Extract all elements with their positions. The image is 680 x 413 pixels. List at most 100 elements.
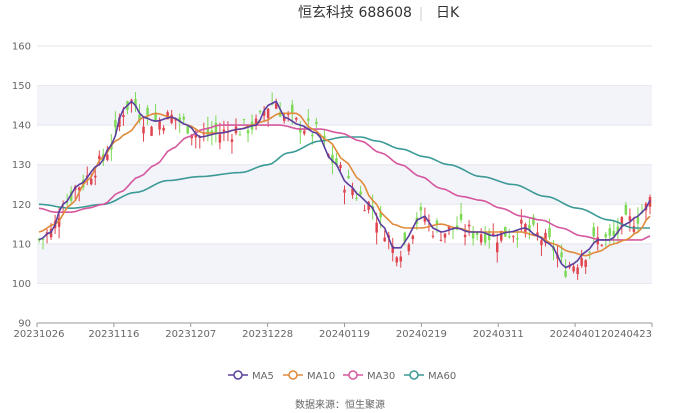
candle-body xyxy=(399,256,403,262)
candle-body xyxy=(576,267,579,275)
candle-body xyxy=(540,240,543,246)
candle-body xyxy=(616,226,620,235)
legend-item-ma30[interactable]: MA30 xyxy=(343,370,395,382)
candle-body xyxy=(636,216,640,224)
candle-body xyxy=(411,235,415,240)
candle-body xyxy=(303,130,306,134)
legend-item-ma10[interactable]: MA10 xyxy=(283,370,335,382)
candle xyxy=(174,118,177,130)
x-tick-label-20231207: 20231207 xyxy=(165,329,216,340)
x-tick-label-20240119: 20240119 xyxy=(319,329,370,340)
candle xyxy=(467,220,471,236)
candle-body xyxy=(114,120,117,128)
candle-body xyxy=(471,232,475,239)
candle-body xyxy=(186,125,189,134)
candle-body xyxy=(483,233,487,243)
candle xyxy=(262,106,266,122)
legend-item-ma60[interactable]: MA60 xyxy=(404,370,456,382)
candle xyxy=(512,235,515,243)
candle-body xyxy=(407,244,411,252)
candle-body xyxy=(194,135,198,138)
legend-marker-ma60 xyxy=(409,370,419,380)
candle xyxy=(584,259,587,274)
candle xyxy=(508,228,511,239)
band-140 xyxy=(37,85,652,126)
candle xyxy=(162,125,165,135)
candle-body xyxy=(138,114,141,121)
candle xyxy=(471,225,475,246)
candle-body xyxy=(560,252,563,258)
candle-body xyxy=(435,220,439,225)
x-tick-label-20240311: 20240311 xyxy=(473,329,524,340)
candle-body xyxy=(282,116,286,121)
candle-body xyxy=(431,235,435,237)
legend-label-ma60: MA60 xyxy=(428,371,456,382)
candle xyxy=(612,220,616,245)
candle-body xyxy=(495,242,499,253)
candle xyxy=(431,230,435,239)
candle-body xyxy=(624,205,628,215)
candle-body xyxy=(41,238,45,240)
candle xyxy=(45,228,49,244)
candle-body xyxy=(69,191,73,201)
candle-body xyxy=(580,258,583,266)
legend-marker-ma10 xyxy=(288,370,298,380)
y-tick-label-100: 100 xyxy=(12,279,31,290)
candle xyxy=(411,234,415,244)
candle xyxy=(242,118,246,125)
candle-body xyxy=(222,129,226,132)
candle xyxy=(266,107,270,127)
ma-line-ma10 xyxy=(38,112,651,257)
candle-body xyxy=(238,134,242,136)
candle-body xyxy=(178,117,181,123)
candle-body xyxy=(286,113,290,115)
candle xyxy=(407,242,411,256)
candle xyxy=(644,202,648,221)
candle-body xyxy=(516,238,519,240)
candle xyxy=(246,127,250,143)
candle-body xyxy=(443,233,447,238)
candle-body xyxy=(379,212,382,218)
candle-body xyxy=(528,224,531,230)
candle-body xyxy=(122,114,125,118)
candle-body xyxy=(467,224,471,227)
candle xyxy=(483,225,487,246)
candle-body xyxy=(479,234,483,243)
candle xyxy=(399,250,403,268)
candle xyxy=(624,201,628,216)
chart-period: 日K xyxy=(436,5,460,21)
candle xyxy=(230,133,234,154)
candle-body xyxy=(214,122,218,133)
legend-label-ma5: MA5 xyxy=(252,371,274,382)
candle xyxy=(540,236,543,257)
y-tick-label-130: 130 xyxy=(12,160,31,171)
candle xyxy=(367,200,370,214)
candle-body xyxy=(262,110,266,116)
legend-marker-ma30 xyxy=(348,370,358,380)
candle-body xyxy=(278,112,282,117)
candle-body xyxy=(548,227,551,238)
ma-lines xyxy=(38,100,651,269)
candle-body xyxy=(363,210,366,212)
candle-body xyxy=(290,104,294,114)
candle-body xyxy=(520,219,523,224)
candle-body xyxy=(500,230,503,241)
candle xyxy=(303,126,306,136)
candle-body xyxy=(118,117,121,127)
candle-body xyxy=(375,222,378,233)
candle xyxy=(222,120,226,142)
candle-body xyxy=(447,225,451,230)
candle xyxy=(142,118,145,142)
ma-line-ma30 xyxy=(38,124,651,241)
candle-body xyxy=(90,178,93,185)
candle-body xyxy=(395,257,399,263)
legend: MA5 MA10 MA30 MA60 xyxy=(228,370,456,382)
legend-item-ma5[interactable]: MA5 xyxy=(228,370,274,382)
candle-body xyxy=(242,119,246,121)
candle xyxy=(41,237,45,250)
candle-body xyxy=(57,217,61,227)
candle-body xyxy=(98,155,101,160)
candle-body xyxy=(391,245,394,253)
candle xyxy=(600,244,604,247)
legend-label-ma10: MA10 xyxy=(307,371,335,382)
